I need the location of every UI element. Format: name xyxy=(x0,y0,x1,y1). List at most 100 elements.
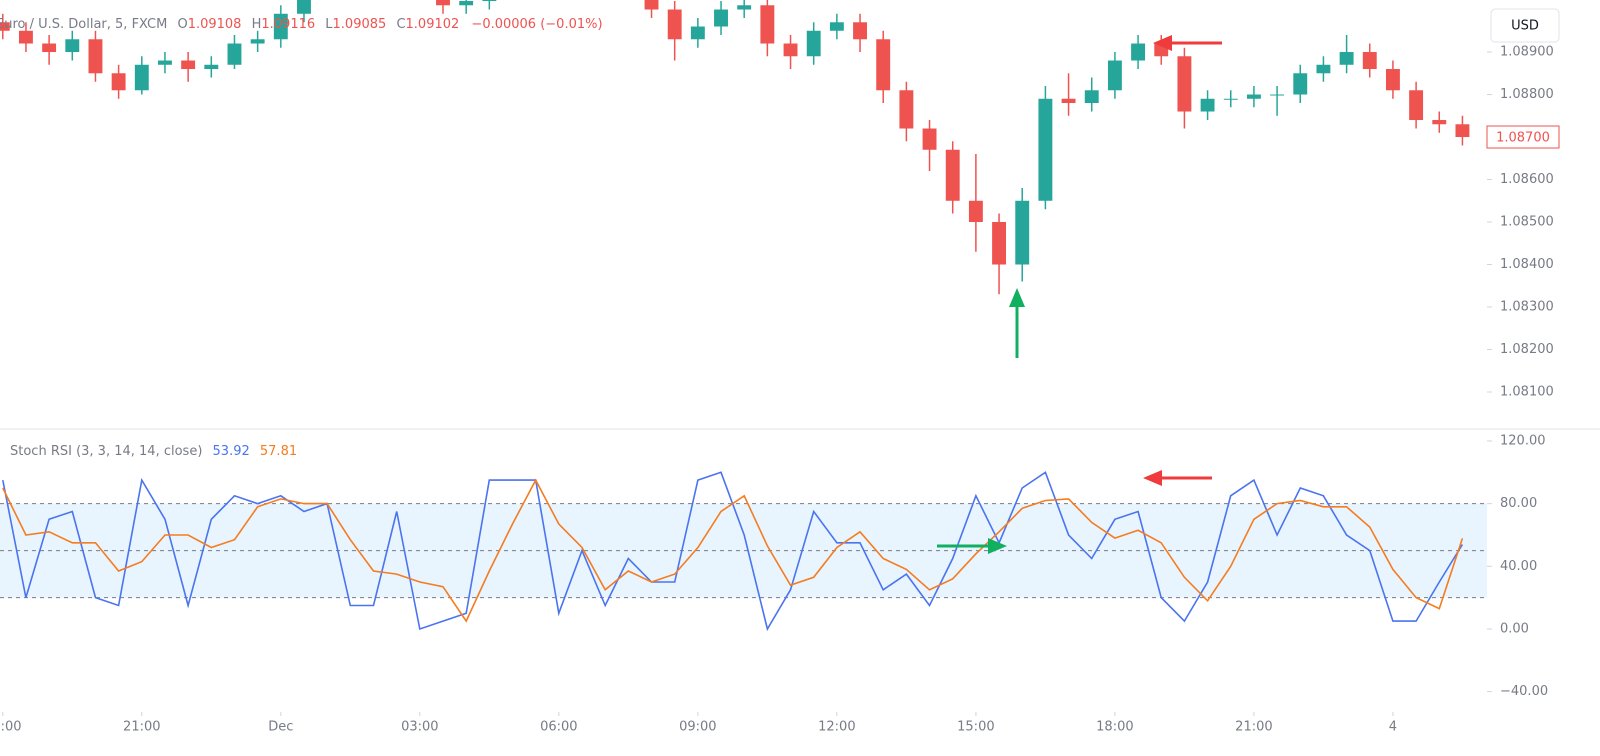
x-tick-label: 03:00 xyxy=(401,720,438,735)
y-tick-label: 1.08400 xyxy=(1500,257,1554,272)
candle-body xyxy=(760,5,775,44)
candle-body xyxy=(1038,98,1053,201)
overlay: Euro / U.S. Dollar, 5, FXCM O1.09108 H1.… xyxy=(0,8,1560,554)
candle-body xyxy=(1107,60,1122,91)
candle-body xyxy=(111,73,126,91)
candle-body xyxy=(968,200,983,223)
candle-body xyxy=(806,30,821,57)
candle-body xyxy=(459,1,474,6)
candle-body xyxy=(1409,90,1424,121)
candle-body xyxy=(204,64,219,70)
y-tick-label: −40.00 xyxy=(1500,684,1548,699)
stoch-line xyxy=(2,478,1464,623)
candle-body xyxy=(250,39,265,44)
candle-body xyxy=(297,0,311,14)
legend-change: −0.00006 (−0.01%) xyxy=(471,17,602,32)
candle-body xyxy=(1362,52,1377,70)
candle-body xyxy=(945,149,960,201)
legend-key: C xyxy=(396,17,405,32)
axes: 1.08100 1.08200 1.08300 1.08400 1.08500 1.086… xyxy=(0,45,1560,735)
price-pane xyxy=(0,0,1470,295)
legend-key: H xyxy=(252,17,262,32)
k-value: 53.92 xyxy=(213,444,250,459)
candle-body xyxy=(134,64,149,91)
candle-body xyxy=(181,60,196,70)
x-tick-label: 12:00 xyxy=(818,720,855,735)
candle-body xyxy=(829,22,844,31)
candle-body xyxy=(1316,64,1331,74)
y-tick-label: 80.00 xyxy=(1500,496,1537,511)
candle-body xyxy=(1432,120,1447,125)
candle-body xyxy=(922,128,937,150)
candle-body xyxy=(644,0,659,10)
candle-body xyxy=(0,22,10,31)
candle-body xyxy=(1131,43,1146,61)
x-tick-label: 21:00 xyxy=(123,720,160,735)
legend-value: 1.09102 xyxy=(406,17,460,32)
legend-value: 1.09116 xyxy=(261,17,315,32)
candle-body xyxy=(18,30,33,44)
candle-body xyxy=(737,5,752,10)
y-tick-label: 1.08600 xyxy=(1500,172,1554,187)
y-tick-label: 1.08100 xyxy=(1500,385,1554,400)
candle-body xyxy=(1385,69,1400,91)
stoch-pane xyxy=(0,471,1487,632)
candle-body xyxy=(1339,52,1354,65)
candle-body xyxy=(273,13,288,40)
y-tick-label: 1.08300 xyxy=(1500,300,1554,315)
indicator-title: Stoch RSI (3, 3, 14, 14, close) xyxy=(10,444,202,459)
candle-body xyxy=(227,43,242,65)
y-tick-label: 1.08900 xyxy=(1500,45,1554,60)
y-tick-label: 1.08200 xyxy=(1500,342,1554,357)
candle-body xyxy=(482,0,497,2)
candle-body xyxy=(667,9,682,40)
symbol: Euro / U.S. Dollar, 5, FXCM xyxy=(0,17,167,32)
candle-body xyxy=(992,222,1007,265)
candle-body xyxy=(1223,98,1238,100)
x-tick-label: 21:00 xyxy=(1235,720,1272,735)
currency-label: USD xyxy=(1511,19,1539,34)
candle-body xyxy=(1293,73,1308,95)
currency-button[interactable] xyxy=(1490,8,1560,43)
y-tick-label: 120.00 xyxy=(1500,433,1546,448)
candle-body xyxy=(65,39,80,53)
last-price-tag xyxy=(1486,125,1560,149)
legend-key: O xyxy=(177,17,187,32)
y-tick-label: 40.00 xyxy=(1500,559,1537,574)
candle-body xyxy=(158,60,172,65)
y-tick-label: 0.00 xyxy=(1500,621,1529,636)
x-tick-label: 18:00 xyxy=(0,720,22,735)
candle-body xyxy=(1061,98,1076,104)
x-tick-label: 15:00 xyxy=(957,720,994,735)
annotation-arrowhead xyxy=(988,538,1007,554)
legend-value: 1.09085 xyxy=(333,17,387,32)
price-legend: Euro / U.S. Dollar, 5, FXCM O1.09108 H1.… xyxy=(0,17,603,32)
candle-body xyxy=(1270,94,1285,96)
candle-body xyxy=(783,43,798,57)
candle-body xyxy=(436,0,450,6)
candle-body xyxy=(714,9,728,27)
candle-body xyxy=(853,22,867,40)
y-tick-label: 1.08800 xyxy=(1500,87,1554,102)
candle-body xyxy=(899,90,914,129)
d-value: 57.81 xyxy=(260,444,297,459)
x-tick-label: 18:00 xyxy=(1096,720,1133,735)
candle-body xyxy=(690,26,705,40)
x-tick-label: 09:00 xyxy=(679,720,716,735)
annotation-arrowhead xyxy=(1153,35,1172,51)
candle-body xyxy=(88,39,103,74)
candle-body xyxy=(1015,200,1030,265)
x-tick-label: Dec xyxy=(268,720,293,735)
stoch-legend: Stoch RSI (3, 3, 14, 14, close) 53.92 57… xyxy=(10,444,297,459)
y-tick-label: 1.08500 xyxy=(1500,215,1554,230)
band-fill xyxy=(0,503,1487,598)
candle-body xyxy=(42,43,57,53)
candle-body xyxy=(1200,98,1215,112)
candle-body xyxy=(1177,56,1192,112)
annotation-arrowhead xyxy=(1143,470,1162,486)
x-tick-label: 4 xyxy=(1389,720,1397,735)
legend-key: L xyxy=(325,17,333,32)
candle-body xyxy=(1084,90,1099,104)
candle-body xyxy=(1455,124,1470,138)
